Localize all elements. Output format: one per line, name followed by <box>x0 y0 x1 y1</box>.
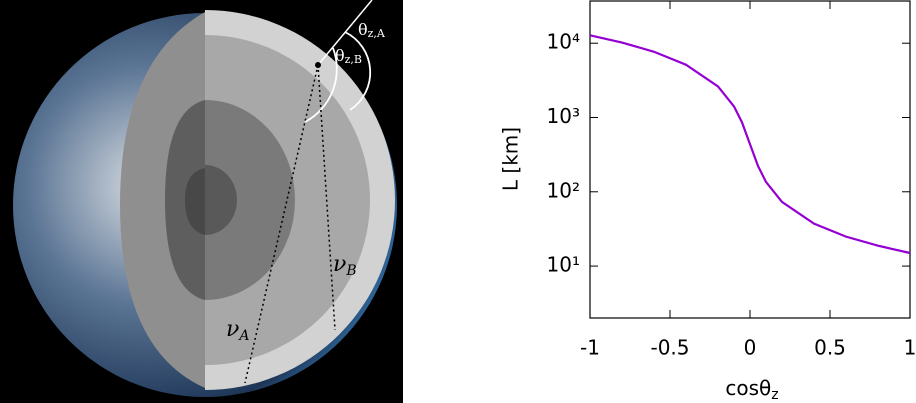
y-axis-label: L [km] <box>499 127 523 191</box>
y-tick-label: 10¹ <box>547 253 580 277</box>
x-tick-label: -1 <box>580 336 600 360</box>
y-tick-label: 10³ <box>547 104 580 128</box>
data-line <box>590 35 910 253</box>
x-tick-label: 0.5 <box>814 336 846 360</box>
x-tick-label: 0 <box>744 336 757 360</box>
x-tick-label: -0.5 <box>650 336 689 360</box>
chart: cosθz L [km] -1 -0.5 0 0.5 1 10¹ 10² 10³ 10⁴ <box>499 1 916 403</box>
figure: θz,A θz,B νB νA cosθz L [km] -1 -0.5 0 0.5 1… <box>0 0 916 403</box>
x-axis-label: cosθz <box>725 376 778 403</box>
earth-diagram: θz,A θz,B νB νA <box>0 0 403 403</box>
page: θz,A θz,B νB νA cosθz L [km] -1 -0.5 0 0.5 1… <box>0 0 916 403</box>
detector <box>315 62 321 68</box>
plot-frame <box>590 1 910 318</box>
y-tick-label: 10² <box>547 178 580 202</box>
x-tick-label: 1 <box>904 336 916 360</box>
y-tick-label: 10⁴ <box>547 30 580 54</box>
